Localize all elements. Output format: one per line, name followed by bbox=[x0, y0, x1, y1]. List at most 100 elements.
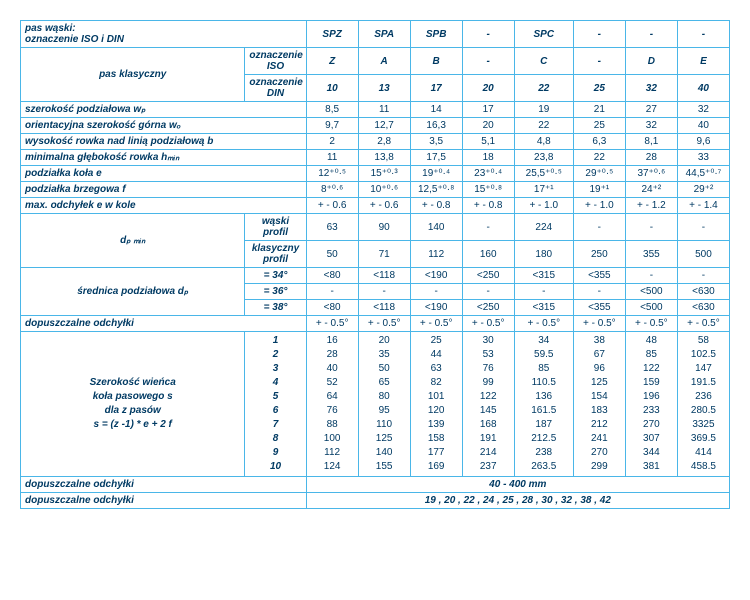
cell: - bbox=[358, 284, 410, 300]
cell: 44,5⁺⁰·⁷ bbox=[677, 166, 729, 182]
cell: 19 bbox=[514, 102, 573, 118]
cell: <500 bbox=[625, 300, 677, 316]
tol-range-value: 40 - 400 mm bbox=[306, 477, 729, 493]
cell: <80 bbox=[306, 268, 358, 284]
row-label: szerokość podziałowa wₚ bbox=[21, 102, 307, 118]
cell: + - 0.8 bbox=[462, 198, 514, 214]
label-tol-list: dopuszczalne odchyłki bbox=[21, 493, 307, 509]
cell: <190 bbox=[410, 268, 462, 284]
iso-c: C bbox=[514, 48, 573, 75]
cell: 250 bbox=[573, 241, 625, 268]
cell: 21 bbox=[573, 102, 625, 118]
grid-index: 12345678910 bbox=[245, 332, 306, 477]
cell: 71 bbox=[358, 241, 410, 268]
cell: 22 bbox=[573, 150, 625, 166]
cell: 10⁺⁰·⁶ bbox=[358, 182, 410, 198]
row-label: orientacyjna szerokość górna wₒ bbox=[21, 118, 307, 134]
row-label: wysokość rowka nad linią podziałową b bbox=[21, 134, 307, 150]
din-22: 22 bbox=[514, 75, 573, 102]
cell: 22 bbox=[514, 118, 573, 134]
cell: 11 bbox=[306, 150, 358, 166]
grid-c1: 16284052647688100112124 bbox=[306, 332, 358, 477]
din-40: 40 bbox=[677, 75, 729, 102]
cell: 8,1 bbox=[625, 134, 677, 150]
label-38: = 38° bbox=[245, 300, 306, 316]
cell: + - 0.5° bbox=[410, 316, 462, 332]
cell: 17⁺¹ bbox=[514, 182, 573, 198]
cell: 25,5⁺⁰·⁵ bbox=[514, 166, 573, 182]
cell: <500 bbox=[625, 284, 677, 300]
iso-a: A bbox=[358, 48, 410, 75]
cell: + - 0.5° bbox=[306, 316, 358, 332]
cell: <315 bbox=[514, 268, 573, 284]
grid-c4: 30537699122145168191214237 bbox=[462, 332, 514, 477]
cell: + - 0.5° bbox=[358, 316, 410, 332]
cell: 50 bbox=[306, 241, 358, 268]
col-spz: SPZ bbox=[306, 21, 358, 48]
col-spb: SPB bbox=[410, 21, 462, 48]
cell: 17,5 bbox=[410, 150, 462, 166]
iso-dash: - bbox=[462, 48, 514, 75]
cell: <250 bbox=[462, 268, 514, 284]
row-label: minimalna głębokość rowka hₘᵢₙ bbox=[21, 150, 307, 166]
cell: - bbox=[625, 268, 677, 284]
label-iso: oznaczenie ISO bbox=[245, 48, 306, 75]
cell: 180 bbox=[514, 241, 573, 268]
cell: - bbox=[514, 284, 573, 300]
cell: 160 bbox=[462, 241, 514, 268]
cell: + - 0.5° bbox=[514, 316, 573, 332]
cell: - bbox=[462, 214, 514, 241]
tol-list-value: 19 , 20 , 22 , 24 , 25 , 28 , 30 , 32 , … bbox=[306, 493, 729, 509]
cell: + - 0.6 bbox=[306, 198, 358, 214]
cell: 40 bbox=[677, 118, 729, 134]
cell: - bbox=[677, 268, 729, 284]
cell: 19⁺¹ bbox=[573, 182, 625, 198]
cell: <118 bbox=[358, 268, 410, 284]
label-tol-range: dopuszczalne odchyłki bbox=[21, 477, 307, 493]
iso-z: Z bbox=[306, 48, 358, 75]
grid-c3: 25446382101120139158177169 bbox=[410, 332, 462, 477]
grid-c8: 58102.5147191.5236280.53325369.5414458.5 bbox=[677, 332, 729, 477]
cell: 500 bbox=[677, 241, 729, 268]
iso-b: B bbox=[410, 48, 462, 75]
cell: 4,8 bbox=[514, 134, 573, 150]
cell: + - 0.5° bbox=[462, 316, 514, 332]
col-dash3: - bbox=[625, 21, 677, 48]
cell: + - 1.0 bbox=[573, 198, 625, 214]
cell: 32 bbox=[625, 118, 677, 134]
row-label: podziałka brzegowa f bbox=[21, 182, 307, 198]
cell: 24⁺² bbox=[625, 182, 677, 198]
cell: 32 bbox=[677, 102, 729, 118]
iso-e: E bbox=[677, 48, 729, 75]
cell: 224 bbox=[514, 214, 573, 241]
iso-d: D bbox=[625, 48, 677, 75]
cell: 25 bbox=[573, 118, 625, 134]
cell: 3,5 bbox=[410, 134, 462, 150]
cell: - bbox=[410, 284, 462, 300]
cell: 355 bbox=[625, 241, 677, 268]
cell: 29⁺⁰·⁵ bbox=[573, 166, 625, 182]
cell: 17 bbox=[462, 102, 514, 118]
cell: 112 bbox=[410, 241, 462, 268]
cell: + - 0.5° bbox=[625, 316, 677, 332]
cell: 14 bbox=[410, 102, 462, 118]
label-narrow-profile: wąski profil bbox=[245, 214, 306, 241]
cell: - bbox=[306, 284, 358, 300]
cell: <355 bbox=[573, 268, 625, 284]
cell: 2 bbox=[306, 134, 358, 150]
label-pitch-dia: średnica podziałowa dₚ bbox=[21, 268, 245, 316]
cell: 6,3 bbox=[573, 134, 625, 150]
cell: 20 bbox=[462, 118, 514, 134]
label-narrow-belt: pas wąski:oznaczenie ISO i DIN bbox=[21, 21, 307, 48]
label-dpmin: dₚ ₘᵢₙ bbox=[21, 214, 245, 268]
grid-c5: 3459.585110.5136161.5187212.5238263.5 bbox=[514, 332, 573, 477]
din-32: 32 bbox=[625, 75, 677, 102]
cell: 15⁺⁰·⁸ bbox=[462, 182, 514, 198]
cell: 19⁺⁰·⁴ bbox=[410, 166, 462, 182]
cell: + - 0.5° bbox=[677, 316, 729, 332]
cell: + - 0.6 bbox=[358, 198, 410, 214]
cell: <355 bbox=[573, 300, 625, 316]
cell: 12,5⁺⁰·⁸ bbox=[410, 182, 462, 198]
label-classic-belt: pas klasyczny bbox=[21, 48, 245, 102]
cell: 13,8 bbox=[358, 150, 410, 166]
